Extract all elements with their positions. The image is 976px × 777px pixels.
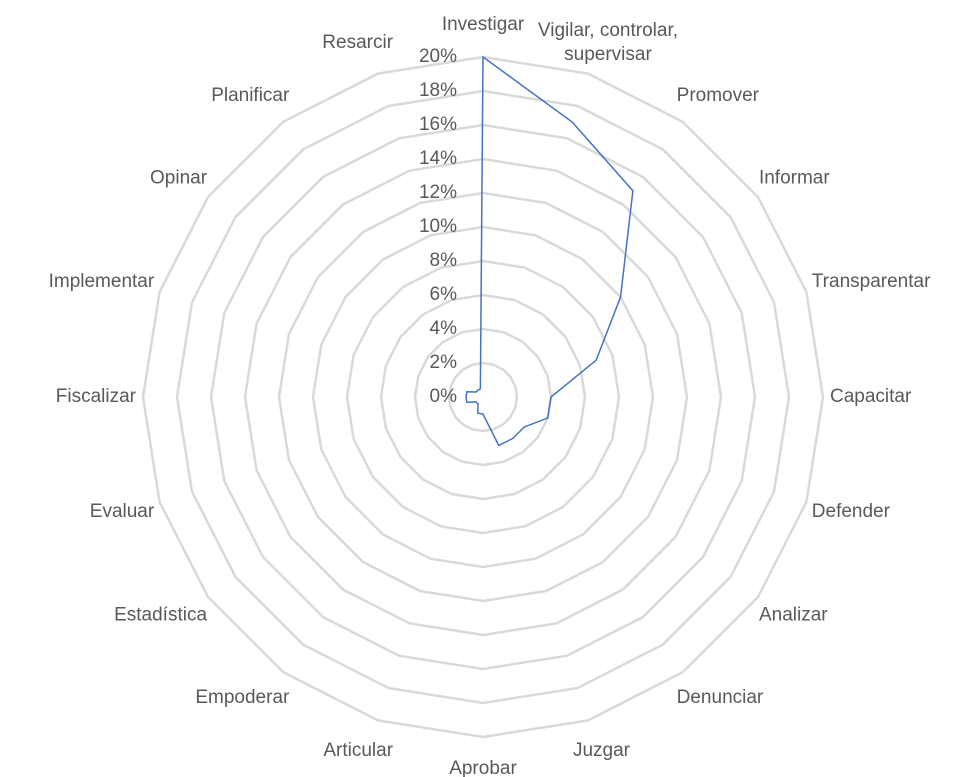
y-tick-label: 6% <box>430 284 458 305</box>
category-label: Opinar <box>150 167 208 188</box>
grid-ring <box>243 157 723 637</box>
category-label: Estadística <box>114 605 207 626</box>
y-tick-label: 4% <box>430 318 458 339</box>
y-tick-label: 12% <box>419 182 457 203</box>
category-label: Planificar <box>211 85 290 106</box>
category-label: Empoderar <box>195 687 290 708</box>
y-tick-label: 16% <box>419 114 457 135</box>
y-tick-label: 20% <box>419 46 457 67</box>
y-tick-label: 8% <box>430 250 458 271</box>
grid-ring <box>345 259 621 535</box>
y-tick-label: 18% <box>419 80 457 101</box>
category-label: Transparentar <box>812 271 931 292</box>
category-label: Juzgar <box>573 740 631 761</box>
category-label: Aprobar <box>449 758 517 777</box>
category-label: Analizar <box>759 605 828 626</box>
category-label: Promover <box>677 85 760 106</box>
grid-ring <box>277 191 689 603</box>
category-label: Defender <box>812 501 891 522</box>
grid-ring <box>175 89 791 705</box>
y-tick-label: 2% <box>430 352 458 373</box>
category-label: Capacitar <box>830 386 912 407</box>
category-label: Denunciar <box>677 687 764 708</box>
y-tick-label: 10% <box>419 216 457 237</box>
category-label: Implementar <box>49 271 155 292</box>
category-label: Investigar <box>442 14 525 35</box>
y-tick-label: 0% <box>430 386 458 407</box>
grid-ring <box>447 361 519 433</box>
category-label: Fiscalizar <box>56 386 137 407</box>
grid-ring <box>311 225 655 569</box>
series-line <box>465 55 634 447</box>
category-label: Vigilar, controlar, supervisar <box>538 20 678 65</box>
y-tick-label: 14% <box>419 148 457 169</box>
category-label: Articular <box>323 740 393 761</box>
grid-ring <box>141 55 825 739</box>
grid-ring <box>413 327 553 467</box>
category-label: Informar <box>759 167 830 188</box>
category-label: Evaluar <box>90 501 155 522</box>
grid-ring <box>379 293 587 501</box>
category-label: Resarcir <box>322 32 393 53</box>
grid-ring <box>209 123 757 671</box>
